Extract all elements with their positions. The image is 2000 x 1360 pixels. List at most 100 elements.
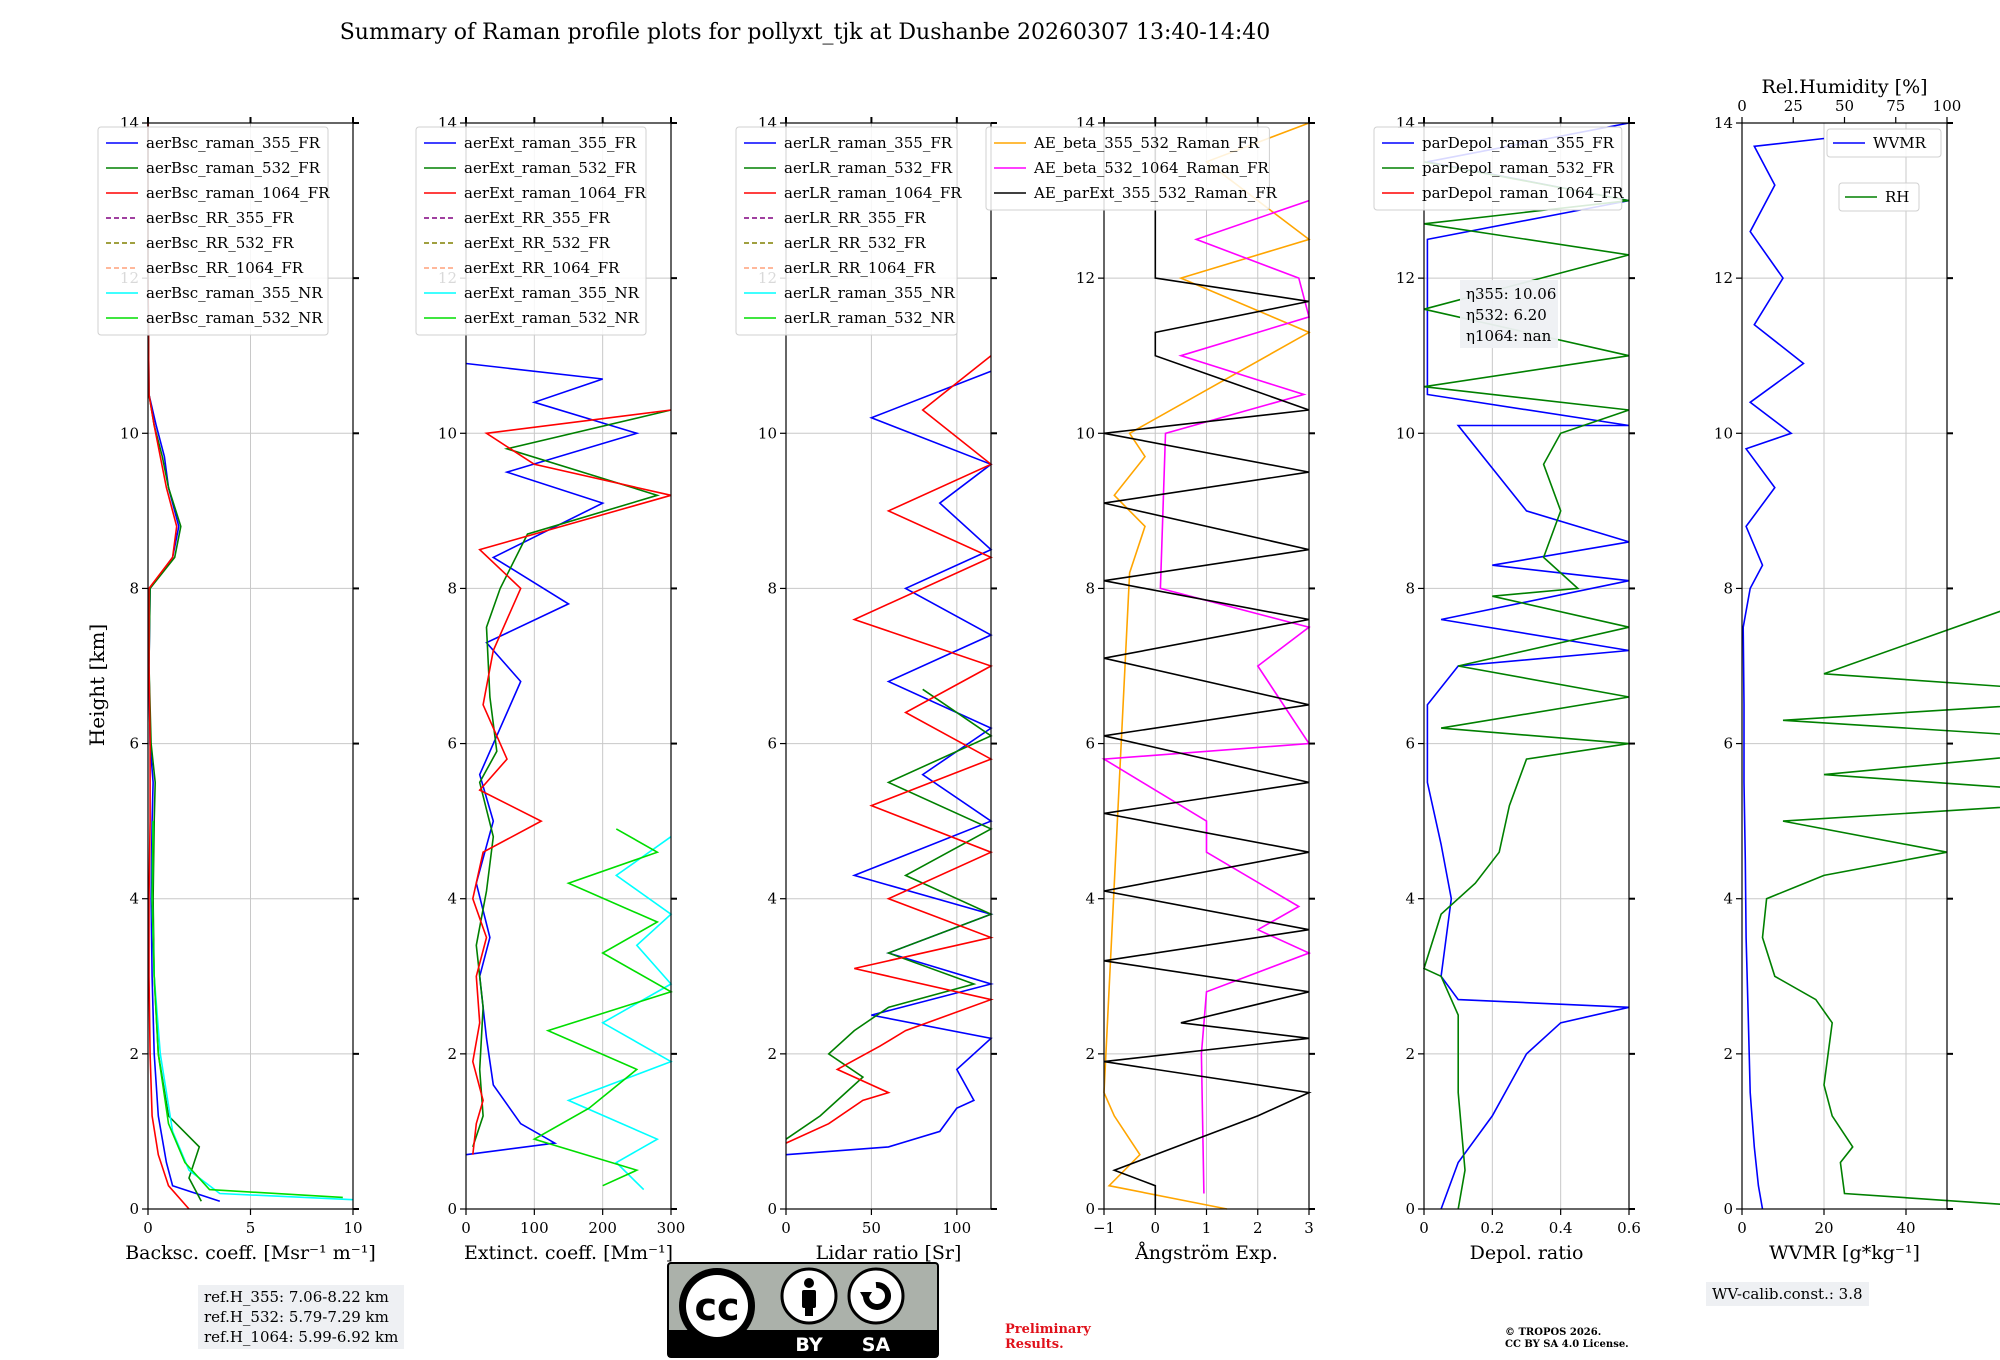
legend-label-aerLR_RR_532_FR: aerLR_RR_532_FR <box>784 234 926 252</box>
x-tick-label: 200 <box>588 1219 617 1237</box>
legend-label-WVMR: WVMR <box>1873 134 1927 152</box>
x-tick-label: 0 <box>1419 1219 1429 1237</box>
y-tick-label: 0 <box>1405 1200 1415 1218</box>
y-tick-label: 0 <box>1723 1200 1733 1218</box>
x-tick-label: 1 <box>1202 1219 1212 1237</box>
legend-label-parDepol_raman_355_FR: parDepol_raman_355_FR <box>1422 134 1615 152</box>
legend-label-aerExt_raman_355_FR: aerExt_raman_355_FR <box>464 134 637 152</box>
legend-label-aerLR_raman_1064_FR: aerLR_raman_1064_FR <box>784 184 962 202</box>
series-line-AE_beta_355_532_Raman_FR <box>1103 122 1311 1210</box>
x-axis-label: Extinct. coeff. [Mm⁻¹] <box>464 1242 673 1264</box>
series-line-aerExt_raman_532_NR <box>532 828 673 1187</box>
x-tick-label: 0 <box>781 1219 791 1237</box>
legend-label-aerExt_RR_532_FR: aerExt_RR_532_FR <box>464 234 611 252</box>
y-tick-label: 2 <box>1405 1045 1415 1063</box>
y-tick-label: 8 <box>767 579 777 597</box>
y-tick-label: 8 <box>1723 579 1733 597</box>
legend-label-aerBsc_raman_532_FR: aerBsc_raman_532_FR <box>146 159 321 177</box>
preliminary-note: Preliminary Results. <box>1005 1322 1091 1352</box>
y-tick-label: 10 <box>1396 424 1415 442</box>
figure-title: Summary of Raman profile plots for polly… <box>339 20 1271 45</box>
legend-label-AE_beta_532_1064_Raman_FR: AE_beta_532_1064_Raman_FR <box>1033 159 1269 177</box>
legend-label-aerLR_RR_355_FR: aerLR_RR_355_FR <box>784 209 926 227</box>
ref-height-532: ref.H_532: 5.79-7.29 km <box>204 1308 389 1326</box>
top-x-tick-label: 50 <box>1835 97 1854 115</box>
panel-bsc: 024681012140510Backsc. coeff. [Msr⁻¹ m⁻¹… <box>97 114 376 1264</box>
copyright-line-2: CC BY SA 4.0 License. <box>1505 1339 1629 1350</box>
x-tick-label: 100 <box>520 1219 549 1237</box>
legend-label-parDepol_raman_1064_FR: parDepol_raman_1064_FR <box>1422 184 1624 202</box>
legend-label-AE_beta_355_532_Raman_FR: AE_beta_355_532_Raman_FR <box>1033 134 1260 152</box>
eta-annotation-line: η1064: nan <box>1466 327 1552 345</box>
series-line-parDepol_raman_355_FR <box>1426 122 1630 1210</box>
y-tick-label: 10 <box>1076 424 1095 442</box>
legend-label-aerBsc_raman_532_NR: aerBsc_raman_532_NR <box>146 309 323 327</box>
top-x-tick-label: 0 <box>1737 97 1747 115</box>
legend-label-aerBsc_RR_1064_FR: aerBsc_RR_1064_FR <box>146 259 304 277</box>
top-x-axis-label: Rel.Humidity [%] <box>1761 76 1927 98</box>
y-tick-label: 6 <box>129 735 139 753</box>
series-line-aerBsc_raman_1064_FR <box>147 123 190 1210</box>
series-line-aerBsc_raman_355_NR <box>151 821 354 1201</box>
copyright-note: © TROPOS 2026. CC BY SA 4.0 License. <box>1505 1327 1629 1351</box>
legend-label-aerLR_raman_532_FR: aerLR_raman_532_FR <box>784 159 953 177</box>
legend-box <box>1838 182 1920 212</box>
legend-label-aerLR_raman_355_NR: aerLR_raman_355_NR <box>784 284 955 302</box>
legend-label-aerBsc_raman_1064_FR: aerBsc_raman_1064_FR <box>146 184 330 202</box>
legend-label-aerLR_RR_1064_FR: aerLR_RR_1064_FR <box>784 259 936 277</box>
legend-box <box>735 126 958 336</box>
y-tick-label: 10 <box>1714 424 1733 442</box>
y-tick-label: 8 <box>1405 579 1415 597</box>
y-tick-label: 0 <box>447 1200 457 1218</box>
legend-label-aerBsc_RR_355_FR: aerBsc_RR_355_FR <box>146 209 294 227</box>
x-axis-label: WVMR [g*kg⁻¹] <box>1769 1242 1920 1264</box>
sa-share-icon <box>847 1267 905 1325</box>
series-line-aerExt_raman_532_FR <box>472 409 672 1148</box>
y-tick-label: 0 <box>1085 1200 1095 1218</box>
x-tick-label: 5 <box>246 1219 256 1237</box>
copyright-line-1: © TROPOS 2026. <box>1505 1327 1602 1338</box>
series-line-aerExt_raman_355_NR <box>566 836 673 1191</box>
x-tick-label: 0 <box>1150 1219 1160 1237</box>
legend-label-AE_parExt_355_532_Raman_FR: AE_parExt_355_532_Raman_FR <box>1033 184 1278 202</box>
y-axis-label: Height [km] <box>85 624 109 746</box>
legend-box <box>1826 128 1942 158</box>
y-tick-label: 10 <box>438 424 457 442</box>
x-tick-label: 0 <box>461 1219 471 1237</box>
y-tick-label: 4 <box>447 890 457 908</box>
series-line-WVMR <box>1742 137 1825 1210</box>
x-tick-label: 2 <box>1253 1219 1263 1237</box>
legend-label-aerBsc_raman_355_FR: aerBsc_raman_355_FR <box>146 134 321 152</box>
series-line-aerExt_raman_1064_FR <box>471 409 672 1155</box>
y-tick-label: 2 <box>129 1045 139 1063</box>
x-tick-label: −1 <box>1093 1219 1115 1237</box>
eta-annotation-box <box>1460 280 1558 348</box>
y-tick-label: 6 <box>767 735 777 753</box>
y-tick-label: 4 <box>1723 890 1733 908</box>
panel-ext: 024681012140100200300Extinct. coeff. [Mm… <box>415 114 685 1264</box>
x-tick-label: 40 <box>1896 1219 1915 1237</box>
legend-label-aerExt_RR_1064_FR: aerExt_RR_1064_FR <box>464 259 620 277</box>
x-axis-label: Lidar ratio [Sr] <box>816 1242 962 1264</box>
y-tick-label: 4 <box>129 890 139 908</box>
x-tick-label: 100 <box>943 1219 972 1237</box>
y-tick-label: 4 <box>1085 890 1095 908</box>
y-tick-label: 8 <box>129 579 139 597</box>
y-tick-label: 8 <box>1085 579 1095 597</box>
x-tick-label: 20 <box>1814 1219 1833 1237</box>
y-tick-label: 0 <box>129 1200 139 1218</box>
y-tick-label: 0 <box>767 1200 777 1218</box>
axes-frame <box>785 122 992 1210</box>
legend-label-aerBsc_raman_355_NR: aerBsc_raman_355_NR <box>146 284 323 302</box>
cc-label: cc <box>694 1285 739 1329</box>
legend-label-aerBsc_RR_532_FR: aerBsc_RR_532_FR <box>146 234 294 252</box>
x-tick-label: 0.6 <box>1617 1219 1641 1237</box>
ref-height-355: ref.H_355: 7.06-8.22 km <box>204 1288 389 1306</box>
x-tick-label: 0.2 <box>1480 1219 1504 1237</box>
top-x-tick-label: 100 <box>1933 97 1962 115</box>
cc-by-sa-badge: cc BY SA <box>667 1262 939 1358</box>
y-tick-label: 2 <box>1085 1045 1095 1063</box>
